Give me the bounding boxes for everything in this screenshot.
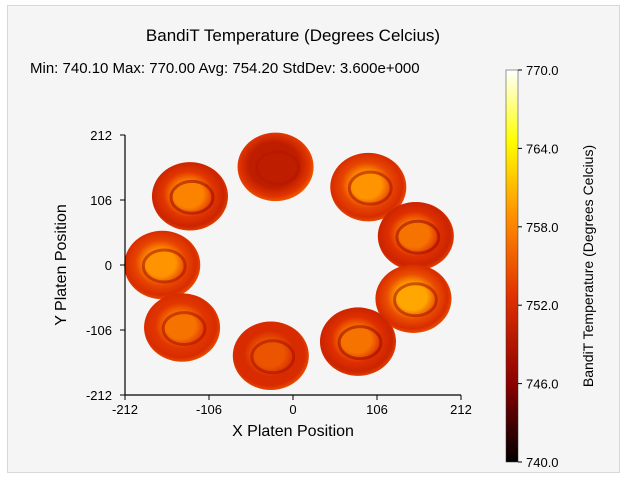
x-tick-label: -106 <box>196 402 222 417</box>
wafer-6-ring <box>393 282 438 318</box>
wafer-7 <box>319 307 397 376</box>
wafer-1 <box>124 230 201 300</box>
chart-title: BandiT Temperature (Degrees Celcius) <box>146 26 440 45</box>
y-tick-label: 212 <box>90 128 112 143</box>
y-tick-label: -212 <box>86 388 112 403</box>
wafer-5 <box>377 201 454 271</box>
wafer-3 <box>237 132 314 202</box>
colorbar-tick-label: 746.0 <box>526 377 559 392</box>
colorbar-tick-label: 770.0 <box>526 63 559 78</box>
y-tick-label: 0 <box>105 258 112 273</box>
y-tick-label: -106 <box>86 323 112 338</box>
wafer-5-ring <box>395 219 441 255</box>
y-ticks: 212 106 0 -106 -212 <box>86 128 125 403</box>
wafer-4-ring <box>347 170 393 206</box>
wafer-8-ring <box>250 339 296 375</box>
wafer-2 <box>151 162 229 231</box>
stats-line: Min: 740.10 Max: 770.00 Avg: 754.20 StdD… <box>30 60 420 77</box>
colorbar-ticks: 770.0 764.0 758.0 752.0 746.0 740.0 <box>518 63 559 470</box>
colorbar-gradient <box>505 69 519 463</box>
wafer-9-ring <box>161 311 207 347</box>
colorbar: 770.0 764.0 758.0 752.0 746.0 740.0 BandiT Te… <box>505 63 596 470</box>
colorbar-tick-label: 740.0 <box>526 455 559 470</box>
y-axis-label: Y Platen Position <box>53 204 70 326</box>
colorbar-label: BandiT Temperature (Degrees Celcius) <box>580 145 596 387</box>
colorbar-tick-label: 758.0 <box>526 220 559 235</box>
wafer-heatmaps <box>124 132 454 390</box>
x-tick-label: 212 <box>450 402 472 417</box>
wafer-9 <box>144 293 221 362</box>
y-tick-label: 106 <box>90 193 112 208</box>
wafer-8 <box>232 321 309 390</box>
x-ticks: -212 -106 0 106 212 <box>112 395 472 417</box>
colorbar-tick-label: 764.0 <box>526 141 559 156</box>
wafer-3-ring <box>255 150 300 186</box>
wafer-7-ring <box>337 325 383 361</box>
wafer-1-ring <box>141 248 187 284</box>
x-tick-label: 0 <box>289 402 296 417</box>
wafer-6 <box>375 264 452 333</box>
x-tick-label: 106 <box>366 402 388 417</box>
colorbar-tick-label: 752.0 <box>526 298 559 313</box>
plot-area: -212 -106 0 106 212 212 106 0 -106 -212 <box>86 128 472 417</box>
wafer-2-ring <box>169 179 215 215</box>
x-tick-label: -212 <box>112 402 138 417</box>
wafer-4 <box>330 152 407 222</box>
x-axis-label: X Platen Position <box>232 423 354 440</box>
